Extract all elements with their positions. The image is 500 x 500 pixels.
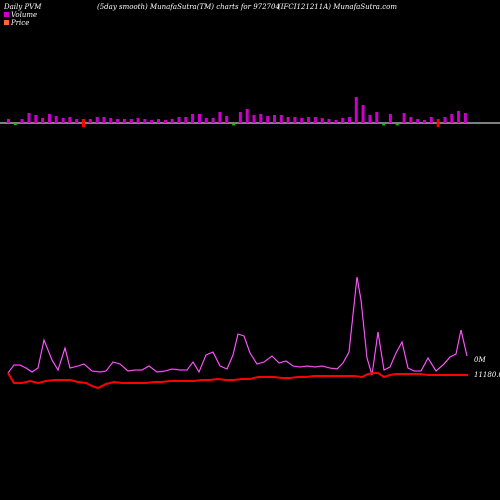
volume-bar bbox=[368, 115, 372, 123]
volume-bar bbox=[109, 118, 113, 123]
volume-bar bbox=[279, 115, 283, 123]
legend-volume-swatch bbox=[4, 12, 9, 17]
volume-bar bbox=[177, 117, 181, 123]
volume-bar bbox=[41, 118, 45, 123]
volume-value-label: 0M bbox=[474, 356, 486, 364]
volume-bar bbox=[409, 117, 413, 123]
volume-bar bbox=[184, 117, 188, 123]
volume-bar bbox=[266, 116, 270, 123]
volume-bar bbox=[88, 119, 92, 123]
volume-bar bbox=[27, 113, 31, 123]
volume-bar bbox=[143, 119, 147, 123]
volume-bar bbox=[382, 123, 386, 126]
price-value-label: 11180.06 bbox=[474, 371, 500, 379]
legend-price-swatch bbox=[4, 20, 9, 25]
volume-bar bbox=[388, 114, 392, 123]
volume-bar bbox=[136, 118, 140, 123]
volume-bar bbox=[457, 111, 461, 123]
volume-bar bbox=[300, 118, 304, 123]
volume-bar bbox=[61, 118, 65, 123]
volume-bar bbox=[225, 116, 229, 123]
volume-bar bbox=[13, 123, 17, 125]
volume-bar bbox=[232, 123, 236, 126]
volume-bar bbox=[129, 119, 133, 123]
volume-bars bbox=[7, 97, 467, 127]
header-center: (5day smooth) MunafaSutra(TM) charts for… bbox=[97, 3, 280, 11]
volume-bar bbox=[313, 117, 317, 123]
volume-bar bbox=[286, 117, 290, 123]
volume-bar bbox=[122, 119, 126, 123]
volume-bar bbox=[20, 119, 24, 123]
volume-bar bbox=[293, 117, 297, 123]
volume-bar bbox=[68, 117, 72, 123]
price-line bbox=[7, 372, 468, 390]
volume-bar bbox=[54, 116, 58, 123]
volume-bar bbox=[416, 119, 420, 123]
volume-bar bbox=[361, 105, 365, 123]
volume-bar bbox=[150, 120, 154, 123]
volume-bar bbox=[218, 112, 222, 123]
volume-bar bbox=[395, 123, 399, 126]
volume-bar bbox=[245, 109, 249, 123]
volume-bar bbox=[116, 119, 120, 123]
volume-bar bbox=[320, 118, 324, 123]
volume-bar bbox=[75, 119, 79, 123]
volume-bar bbox=[429, 117, 433, 123]
legend-price-label: Price bbox=[10, 19, 29, 27]
volume-bar bbox=[34, 115, 38, 123]
volume-bar bbox=[463, 113, 467, 123]
legend-volume-label: Volume bbox=[11, 11, 37, 19]
volume-bar bbox=[163, 120, 167, 123]
volume-bar bbox=[47, 114, 51, 123]
volume-bar bbox=[348, 117, 351, 123]
volume-bar bbox=[375, 112, 379, 123]
volume-bar bbox=[198, 114, 201, 123]
volume-bar bbox=[259, 114, 263, 123]
volume-bar bbox=[95, 117, 99, 123]
volume-bar bbox=[450, 114, 454, 123]
volume-bar bbox=[252, 115, 256, 123]
volume-bar bbox=[211, 118, 215, 123]
volume-bar bbox=[273, 115, 276, 123]
volume-line bbox=[7, 276, 468, 376]
volume-bar bbox=[307, 117, 311, 123]
volume-bar bbox=[191, 114, 195, 123]
header-right: (IFCI121211A) MunafaSutra.com bbox=[278, 3, 397, 11]
volume-bar bbox=[436, 119, 440, 127]
volume-bar bbox=[443, 117, 447, 123]
volume-bar bbox=[354, 97, 358, 123]
volume-bar bbox=[238, 112, 242, 123]
volume-bar bbox=[334, 120, 338, 123]
header-left: Daily PVM bbox=[3, 3, 42, 11]
volume-bar bbox=[170, 119, 174, 123]
volume-bar bbox=[157, 119, 160, 123]
volume-bar bbox=[423, 120, 426, 123]
volume-bar bbox=[7, 119, 10, 123]
volume-bar bbox=[402, 113, 406, 123]
volume-bar bbox=[82, 119, 85, 127]
volume-bar bbox=[204, 118, 208, 123]
volume-bar bbox=[341, 118, 345, 123]
volume-line-highlight bbox=[7, 276, 468, 376]
volume-bar bbox=[102, 117, 106, 123]
volume-bar bbox=[327, 119, 331, 123]
